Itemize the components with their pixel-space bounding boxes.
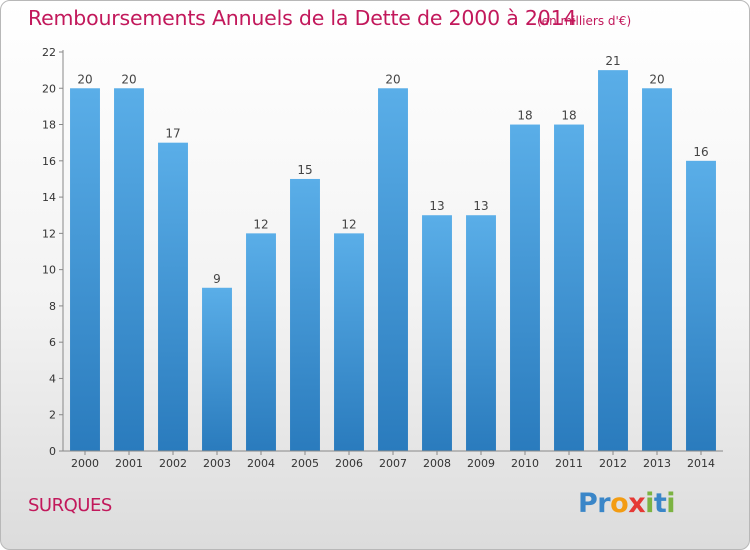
y-tick-label: 4 [49, 372, 56, 385]
y-tick-label: 10 [42, 264, 56, 277]
y-tick-label: 16 [42, 155, 56, 168]
bar-value-label: 20 [77, 72, 92, 86]
bar-value-label: 12 [253, 217, 268, 231]
bar-2003 [202, 287, 232, 451]
bar-2002 [158, 142, 188, 451]
bar-2014 [686, 160, 716, 451]
bar-2009 [466, 215, 496, 451]
x-tick-label: 2013 [643, 457, 671, 470]
bar-value-label: 13 [429, 199, 444, 213]
bar-value-label: 9 [213, 272, 221, 286]
x-tick-label: 2007 [379, 457, 407, 470]
y-tick-label: 2 [49, 409, 56, 422]
y-tick-label: 20 [42, 82, 56, 95]
bar-value-label: 12 [341, 217, 356, 231]
bar-2001 [114, 88, 144, 451]
proxiti-logo[interactable]: Proxiti [578, 488, 676, 519]
bar-2011 [554, 124, 584, 451]
bar-value-label: 18 [561, 109, 576, 123]
y-axis: 0 2 4 6 8 10 12 14 16 18 20 22 [42, 46, 64, 458]
logo-letter: P [578, 488, 598, 519]
data-labels: 20 20 17 9 12 15 12 20 13 13 18 18 21 20 16 [77, 54, 708, 286]
y-tick-label: 12 [42, 227, 56, 240]
x-tick-label: 2010 [511, 457, 539, 470]
logo-letter: o [610, 488, 629, 519]
x-tick-label: 2002 [159, 457, 187, 470]
x-tick-label: 2012 [599, 457, 627, 470]
x-tick-label: 2004 [247, 457, 275, 470]
bar-2005 [290, 178, 320, 452]
y-tick-label: 22 [42, 46, 56, 59]
logo-letter: i [666, 488, 676, 519]
x-axis: 2000 2001 2002 2003 2004 2005 2006 2007 2008 2009… [63, 450, 723, 470]
bar-2013 [642, 88, 672, 451]
logo-letter: x [628, 488, 646, 519]
chart-subtitle: (en milliers d'€) [537, 14, 632, 28]
bar-value-label: 17 [165, 127, 180, 141]
bar-2006 [334, 233, 364, 451]
logo-letter: t [653, 488, 667, 519]
y-tick-label: 8 [49, 300, 56, 313]
bar-value-label: 20 [649, 72, 664, 86]
x-tick-label: 2006 [335, 457, 363, 470]
bar-value-label: 20 [121, 72, 136, 86]
x-tick-label: 2003 [203, 457, 231, 470]
x-tick-label: 2014 [687, 457, 715, 470]
y-tick-label: 0 [49, 445, 56, 458]
x-tick-label: 2000 [71, 457, 99, 470]
bar-2008 [422, 215, 452, 451]
bars [70, 70, 716, 452]
bar-2012 [598, 70, 628, 452]
x-tick-label: 2009 [467, 457, 495, 470]
x-tick-label: 2005 [291, 457, 319, 470]
y-tick-label: 14 [42, 191, 56, 204]
bar-2010 [510, 124, 540, 451]
logo-letter: r [597, 488, 611, 519]
bar-value-label: 15 [297, 163, 312, 177]
town-name: SURQUES [28, 495, 112, 516]
x-tick-label: 2011 [555, 457, 583, 470]
bar-value-label: 20 [385, 72, 400, 86]
bar-2000 [70, 88, 100, 451]
bar-2004 [246, 233, 276, 451]
y-tick-label: 18 [42, 119, 56, 132]
bar-value-label: 16 [693, 145, 708, 159]
x-tick-label: 2008 [423, 457, 451, 470]
bar-value-label: 18 [517, 109, 532, 123]
chart-title: Remboursements Annuels de la Dette de 20… [28, 6, 577, 30]
x-tick-label: 2001 [115, 457, 143, 470]
logo-letter: i [645, 488, 654, 519]
bar-value-label: 13 [473, 199, 488, 213]
bar-value-label: 21 [605, 54, 620, 68]
y-tick-label: 6 [49, 336, 56, 349]
bar-2007 [378, 88, 408, 451]
